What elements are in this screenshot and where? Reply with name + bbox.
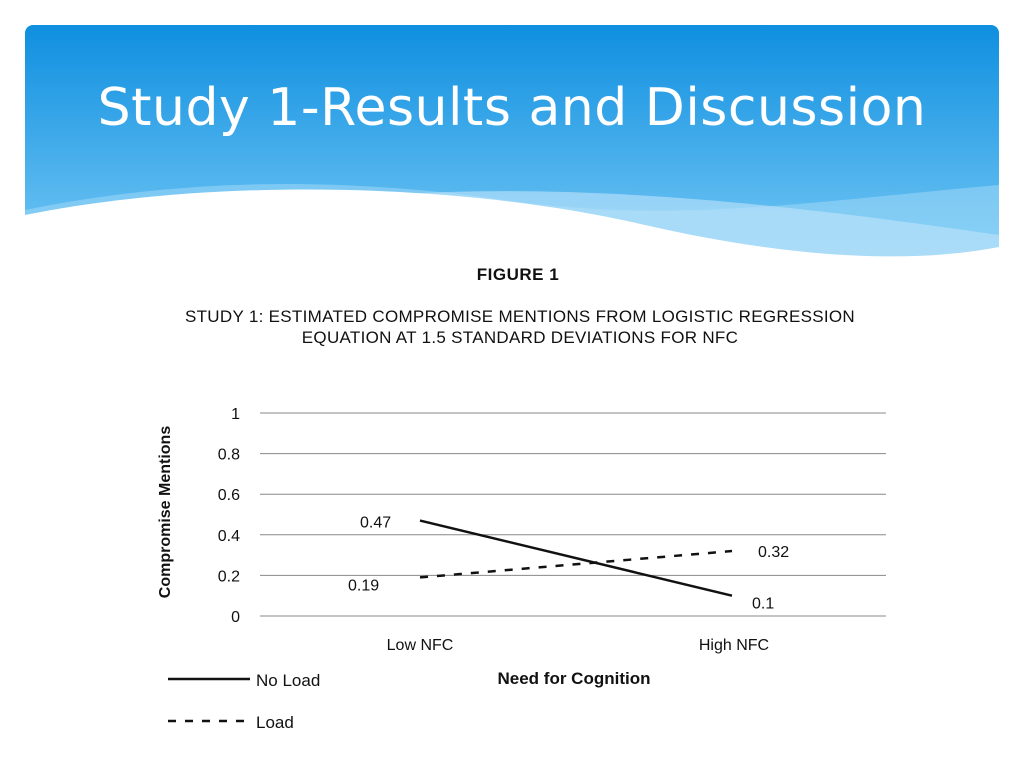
x-tick-label: High NFC [699,637,769,654]
y-tick-label: 0.2 [218,568,240,585]
series-lines [419,519,733,597]
y-tick-label: 0 [231,609,240,626]
y-tick-label: 0.4 [218,528,240,545]
x-axis-label: Need for Cognition [498,669,651,688]
data-label: 0.1 [752,596,774,613]
data-labels: 0.47 0.1 0.19 0.32 [348,515,789,613]
series-line-no-load [419,519,733,597]
legend: No Load Load [168,671,320,732]
y-tick-label: 1 [231,406,240,423]
legend-label: Load [256,713,294,732]
y-axis-label: Compromise Mentions [157,426,174,599]
y-tick-label: 0.8 [218,447,240,464]
figure-caption: STUDY 1: ESTIMATED COMPROMISE MENTIONS F… [184,307,855,347]
data-label: 0.19 [348,577,379,594]
slide-title: Study 1-Results and Discussion [97,78,927,138]
data-label: 0.32 [758,544,789,561]
y-tick-labels: 0 0.2 0.4 0.6 0.8 1 [218,406,240,626]
x-tick-labels: Low NFC High NFC [387,637,769,654]
series-line-load [419,549,733,579]
legend-label: No Load [256,671,320,690]
data-label: 0.47 [360,515,391,532]
y-tick-label: 0.6 [218,487,240,504]
header-wave-graphic [25,25,999,280]
slide-header-banner [25,25,999,280]
figure-label: FIGURE 1 [476,265,560,284]
x-tick-label: Low NFC [387,637,454,654]
grid-lines [260,412,886,617]
